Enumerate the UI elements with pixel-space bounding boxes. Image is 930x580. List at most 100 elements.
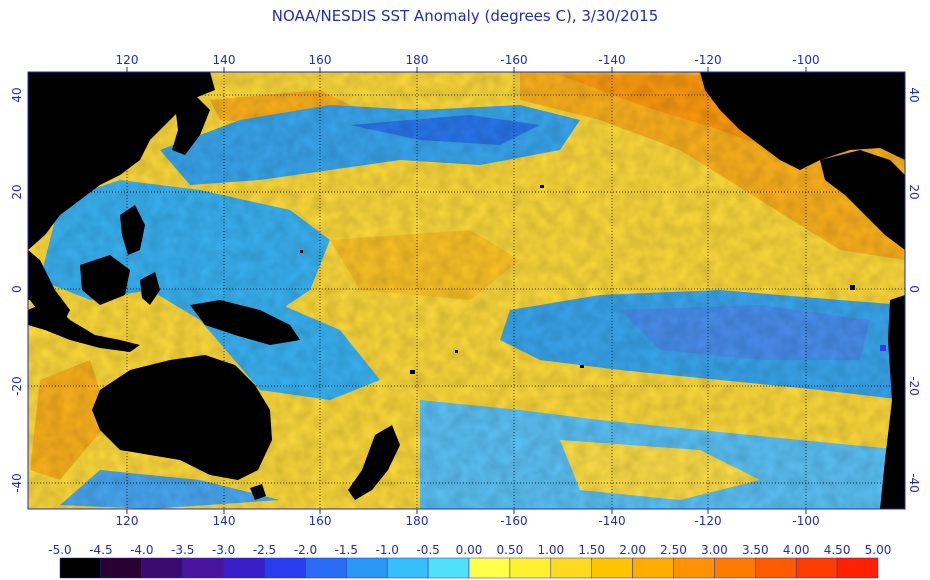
colorbar-swatch bbox=[591, 557, 633, 579]
land-philippines bbox=[120, 205, 145, 255]
colorbar-label: -1.5 bbox=[335, 543, 358, 557]
land-sulawesi bbox=[140, 272, 160, 305]
lon-tick-top: 120 bbox=[116, 53, 139, 67]
colorbar-labels: -5.0 -4.5 -4.0 -3.5 -3.0 -2.5 -2.0 -1.5 -1.0 -0.5… bbox=[48, 543, 891, 557]
colorbar-label: -4.0 bbox=[130, 543, 153, 557]
lon-tick-top: -120 bbox=[694, 53, 721, 67]
lon-tick-bottom: -120 bbox=[694, 514, 721, 528]
lat-tick-left: 20 bbox=[10, 184, 24, 199]
lon-tick-top: 140 bbox=[213, 53, 236, 67]
lat-labels-left: 40 20 0 -20 -40 bbox=[10, 87, 24, 492]
colorbar-label: 3.50 bbox=[742, 543, 769, 557]
colorbar-swatch bbox=[264, 557, 306, 579]
land-masses bbox=[28, 72, 905, 509]
map-title: NOAA/NESDIS SST Anomaly (degrees C), 3/3… bbox=[271, 7, 659, 25]
lon-tick-top: 180 bbox=[406, 53, 429, 67]
colorbar-label: -3.5 bbox=[171, 543, 194, 557]
lon-tick-top: -100 bbox=[792, 53, 819, 67]
colorbar-swatch bbox=[59, 557, 102, 579]
land-japan bbox=[172, 95, 210, 155]
lon-tick-bottom: 180 bbox=[406, 514, 429, 528]
tick-marks bbox=[126, 67, 807, 514]
colorbar-swatch bbox=[346, 557, 388, 579]
sst-map: 120 140 160 180 -160 -140 -120 -100 120 … bbox=[10, 53, 921, 528]
colorbar: -5.0 -4.5 -4.0 -3.5 -3.0 -2.5 -2.0 -1.5 -1.0 -0.5… bbox=[48, 543, 891, 579]
graticule bbox=[28, 72, 905, 509]
land-south-america bbox=[880, 295, 905, 509]
colorbar-label: 5.00 bbox=[865, 543, 892, 557]
lon-labels-bottom: 120 140 160 180 -160 -140 -120 -100 bbox=[116, 514, 820, 528]
land-new-guinea bbox=[190, 300, 300, 345]
cool-spot bbox=[880, 345, 886, 351]
colorbar-label: 3.00 bbox=[701, 543, 728, 557]
colorbar-label: -5.0 bbox=[48, 543, 71, 557]
land-new-zealand bbox=[348, 425, 400, 500]
colorbar-swatch bbox=[141, 557, 183, 579]
lat-tick-left: 0 bbox=[10, 285, 24, 293]
island-galapagos bbox=[850, 285, 855, 290]
colorbar-swatch bbox=[386, 557, 429, 579]
colorbar-swatch bbox=[795, 557, 838, 579]
colorbar-label: 1.50 bbox=[578, 543, 605, 557]
colorbar-label: 2.50 bbox=[660, 543, 687, 557]
lon-tick-bottom: 160 bbox=[309, 514, 332, 528]
colorbar-label: 0.00 bbox=[456, 543, 483, 557]
colorbar-swatches bbox=[59, 557, 879, 579]
colorbar-label: 1.00 bbox=[537, 543, 564, 557]
colorbar-swatch bbox=[468, 557, 511, 579]
island bbox=[580, 365, 584, 368]
land-north-america bbox=[700, 72, 905, 170]
island-hawaii bbox=[540, 185, 544, 188]
colorbar-label: 2.00 bbox=[619, 543, 646, 557]
lon-tick-bottom: 140 bbox=[213, 514, 236, 528]
lat-tick-right: -20 bbox=[907, 376, 921, 396]
land-sumatra-java bbox=[28, 300, 140, 352]
lon-tick-bottom: -140 bbox=[598, 514, 625, 528]
lon-labels-top: 120 140 160 180 -160 -140 -120 -100 bbox=[116, 53, 820, 67]
colorbar-swatch bbox=[673, 557, 715, 579]
colorbar-label: -2.0 bbox=[294, 543, 317, 557]
lat-tick-right: -40 bbox=[907, 473, 921, 493]
lat-tick-left: -40 bbox=[10, 473, 24, 493]
colorbar-label: -2.5 bbox=[253, 543, 276, 557]
colorbar-swatch bbox=[305, 557, 347, 579]
colorbar-label: 4.00 bbox=[783, 543, 810, 557]
island bbox=[300, 250, 303, 253]
island-fiji bbox=[410, 370, 415, 374]
map-frame bbox=[27, 71, 906, 510]
island bbox=[455, 350, 458, 353]
lat-tick-left: 40 bbox=[10, 87, 24, 102]
colorbar-swatch bbox=[632, 557, 674, 579]
land-mexico bbox=[820, 150, 905, 250]
lon-tick-top: 160 bbox=[309, 53, 332, 67]
colorbar-label: 0.50 bbox=[497, 543, 524, 557]
colorbar-label: 4.50 bbox=[824, 543, 851, 557]
colorbar-swatch bbox=[714, 557, 756, 579]
colorbar-swatch bbox=[223, 557, 265, 579]
land-asia bbox=[28, 72, 215, 250]
colorbar-label: -4.5 bbox=[89, 543, 112, 557]
colorbar-swatch bbox=[836, 557, 879, 579]
colorbar-swatch bbox=[427, 557, 470, 579]
lat-tick-left: -20 bbox=[10, 376, 24, 396]
colorbar-swatch bbox=[100, 557, 143, 579]
lon-tick-top: -160 bbox=[500, 53, 527, 67]
colorbar-label: -0.5 bbox=[416, 543, 439, 557]
lat-tick-right: 40 bbox=[907, 87, 921, 102]
lat-labels-right: 40 20 0 -20 -40 bbox=[907, 87, 921, 492]
land-borneo bbox=[80, 255, 130, 305]
lon-tick-bottom: 120 bbox=[116, 514, 139, 528]
colorbar-swatch bbox=[509, 557, 552, 579]
colorbar-label: -3.0 bbox=[212, 543, 235, 557]
land-tasmania bbox=[250, 484, 266, 500]
lon-tick-bottom: -100 bbox=[792, 514, 819, 528]
colorbar-swatch bbox=[182, 557, 224, 579]
lon-tick-top: -140 bbox=[598, 53, 625, 67]
colorbar-label: -1.0 bbox=[375, 543, 398, 557]
colorbar-swatch bbox=[755, 557, 797, 579]
lat-tick-right: 20 bbox=[907, 184, 921, 199]
map-field bbox=[28, 72, 905, 509]
lat-tick-right: 0 bbox=[907, 285, 921, 293]
colorbar-swatch bbox=[550, 557, 592, 579]
lon-tick-bottom: -160 bbox=[500, 514, 527, 528]
